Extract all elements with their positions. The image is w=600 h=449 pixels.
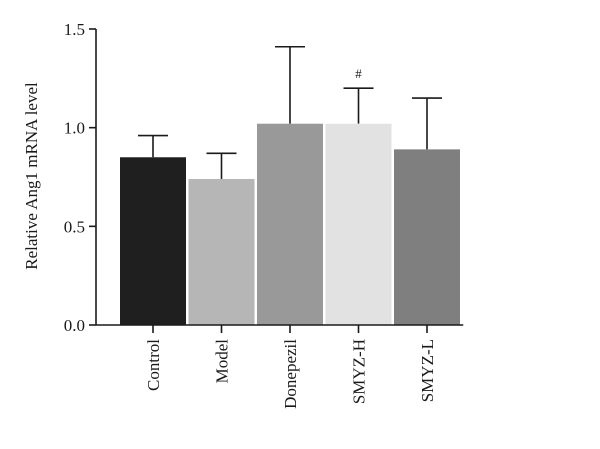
- bars: #: [120, 45, 460, 325]
- y-tick-label: 0.0: [64, 316, 85, 335]
- x-tick-label: Control: [144, 339, 163, 391]
- y-tick-label: 1.5: [64, 20, 85, 39]
- y-axis-title: Relative Ang1 mRNA level: [22, 82, 41, 270]
- x-axis: Control Model Donepezil SMYZ-H SMYZ-L: [96, 324, 464, 409]
- bar-model: [188, 178, 255, 325]
- y-axis: 0.0 0.5 1.0 1.5: [64, 20, 97, 335]
- y-tick-label: 0.5: [64, 217, 85, 236]
- x-tick-label: Model: [213, 339, 232, 384]
- y-tick-label: 1.0: [64, 119, 85, 138]
- significance-marker: #: [355, 66, 362, 81]
- bar-smyz-l: [394, 149, 460, 325]
- bar-control: [120, 157, 186, 325]
- bar-donepezil: [257, 123, 323, 325]
- x-tick-label: SMYZ-L: [418, 339, 437, 402]
- x-tick-label: Donepezil: [281, 339, 300, 409]
- x-tick-label: SMYZ-H: [350, 339, 369, 404]
- bar-smyz-h: [325, 123, 392, 325]
